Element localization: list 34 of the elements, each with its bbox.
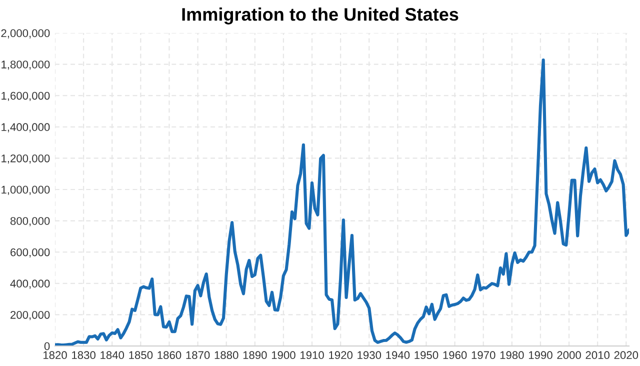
x-tick-label: 1920 xyxy=(329,351,352,360)
x-tick-label: 1820 xyxy=(43,351,67,360)
x-tick-label: 1880 xyxy=(214,351,238,360)
x-tick-label: 2010 xyxy=(586,351,610,360)
chart-title: Immigration to the United States xyxy=(182,8,458,24)
x-tick-label: 1950 xyxy=(414,351,438,360)
y-tick-label: 1,000,000 xyxy=(2,186,50,195)
x-tick-label: 2020 xyxy=(614,351,638,360)
x-tick-label: 1860 xyxy=(158,351,182,360)
x-tick-label: 1990 xyxy=(528,351,552,360)
x-tick-label: 1910 xyxy=(300,351,324,360)
x-tick-label: 1940 xyxy=(386,351,410,360)
x-tick-label: 1980 xyxy=(500,351,524,360)
x-tick-label: 1900 xyxy=(272,351,296,360)
y-tick-label: 400,000 xyxy=(10,280,50,289)
x-tick-label: 1930 xyxy=(358,351,382,360)
line-series xyxy=(55,58,629,346)
y-tick-label: 1,200,000 xyxy=(2,154,50,164)
y-tick-label: 0 xyxy=(44,342,50,350)
y-tick-label: 600,000 xyxy=(10,248,50,258)
x-tick-label: 2000 xyxy=(557,351,581,360)
x-tick-label: 1870 xyxy=(186,351,210,360)
x-tick-label: 1850 xyxy=(129,351,153,360)
x-tick-label: 1890 xyxy=(243,351,267,360)
y-tick-label: 800,000 xyxy=(10,217,50,226)
y-tick-label: 2,000,000 xyxy=(1,29,50,38)
x-tick-label: 1840 xyxy=(100,351,124,360)
y-tick-label: 1,800,000 xyxy=(2,60,50,70)
y-tick-label: 1,600,000 xyxy=(2,92,50,102)
x-tick-label: 1960 xyxy=(443,351,467,360)
y-tick-label: 200,000 xyxy=(10,310,50,320)
x-tick-label: 1830 xyxy=(72,351,96,360)
x-tick-label: 1970 xyxy=(472,351,496,360)
y-tick-label: 1,400,000 xyxy=(2,123,50,132)
